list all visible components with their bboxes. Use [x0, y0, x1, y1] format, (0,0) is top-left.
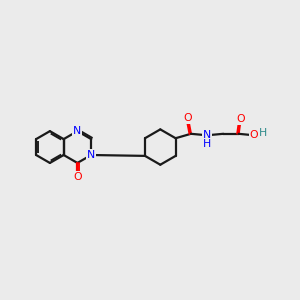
Text: H: H — [259, 128, 268, 138]
Text: H: H — [203, 139, 211, 149]
Text: N: N — [87, 150, 95, 160]
Text: O: O — [250, 130, 258, 140]
Text: O: O — [236, 114, 245, 124]
Text: N: N — [73, 126, 82, 136]
Text: O: O — [73, 172, 82, 182]
Text: N: N — [203, 130, 211, 140]
Text: O: O — [184, 113, 192, 124]
